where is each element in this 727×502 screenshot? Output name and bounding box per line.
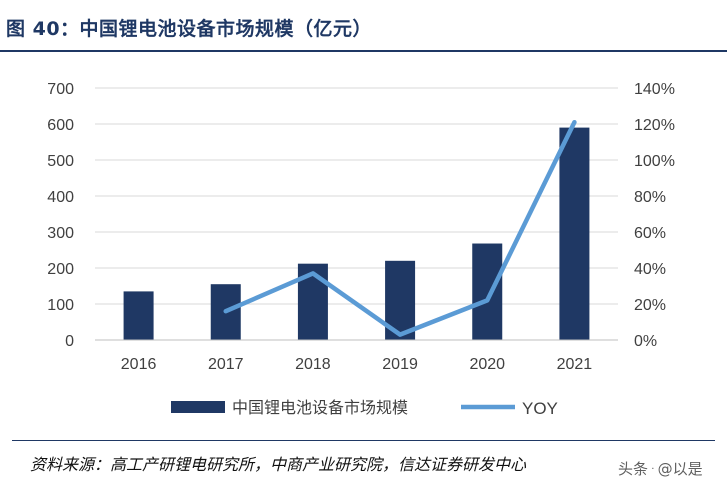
figure-title: 图 40：中国锂电池设备市场规模（亿元）	[6, 18, 373, 40]
left-tick-label: 300	[47, 225, 74, 242]
legend: 中国锂电池设备市场规模 YOY	[171, 398, 558, 418]
x-axis-ticks: 2016 2017 2018 2019 2020 2021	[121, 356, 593, 373]
watermark-handle: @以是	[657, 460, 703, 478]
legend-bar-label: 中国锂电池设备市场规模	[232, 398, 408, 417]
left-tick-label: 200	[47, 261, 74, 278]
right-tick-label: 40%	[634, 261, 666, 278]
bar	[472, 243, 503, 340]
right-axis-ticks: 0% 20% 40% 60% 80% 100% 120% 140%	[634, 81, 675, 350]
bar	[123, 291, 154, 340]
left-tick-label: 500	[47, 153, 74, 170]
source-note: 资料来源：高工产研锂电研究所，中商产业研究院，信达证券研发中心	[30, 455, 527, 474]
left-tick-label: 0	[65, 333, 74, 350]
right-tick-label: 0%	[634, 333, 657, 350]
right-tick-label: 140%	[634, 81, 675, 98]
right-tick-label: 60%	[634, 225, 666, 242]
left-axis-ticks: 0 100 200 300 400 500 600 700	[47, 81, 74, 350]
yoy-line	[223, 119, 577, 337]
left-tick-label: 400	[47, 189, 74, 206]
legend-line-label: YOY	[522, 399, 558, 418]
x-tick-label: 2017	[208, 356, 244, 373]
right-tick-label: 120%	[634, 117, 675, 134]
source-rule	[12, 440, 715, 441]
watermark-separator: ·	[648, 464, 658, 475]
x-tick-label: 2021	[557, 356, 593, 373]
legend-bar-swatch	[171, 401, 225, 413]
left-tick-label: 100	[47, 297, 74, 314]
watermark: 头条 · @以是	[618, 458, 703, 479]
right-tick-label: 100%	[634, 153, 675, 170]
grid-lines	[95, 87, 618, 305]
left-tick-label: 700	[47, 81, 74, 98]
right-tick-label: 20%	[634, 297, 666, 314]
chart: 0 100 200 300 400 500 600 700 0% 20% 40% 60% 80% 100…	[47, 81, 675, 418]
x-tick-label: 2020	[469, 356, 505, 373]
watermark-brand: 头条	[618, 460, 649, 478]
x-tick-label: 2018	[295, 356, 331, 373]
bar	[559, 127, 590, 340]
left-tick-label: 600	[47, 117, 74, 134]
x-tick-label: 2019	[382, 356, 418, 373]
x-tick-label: 2016	[121, 356, 157, 373]
title-rule	[0, 50, 727, 52]
right-tick-label: 80%	[634, 189, 666, 206]
